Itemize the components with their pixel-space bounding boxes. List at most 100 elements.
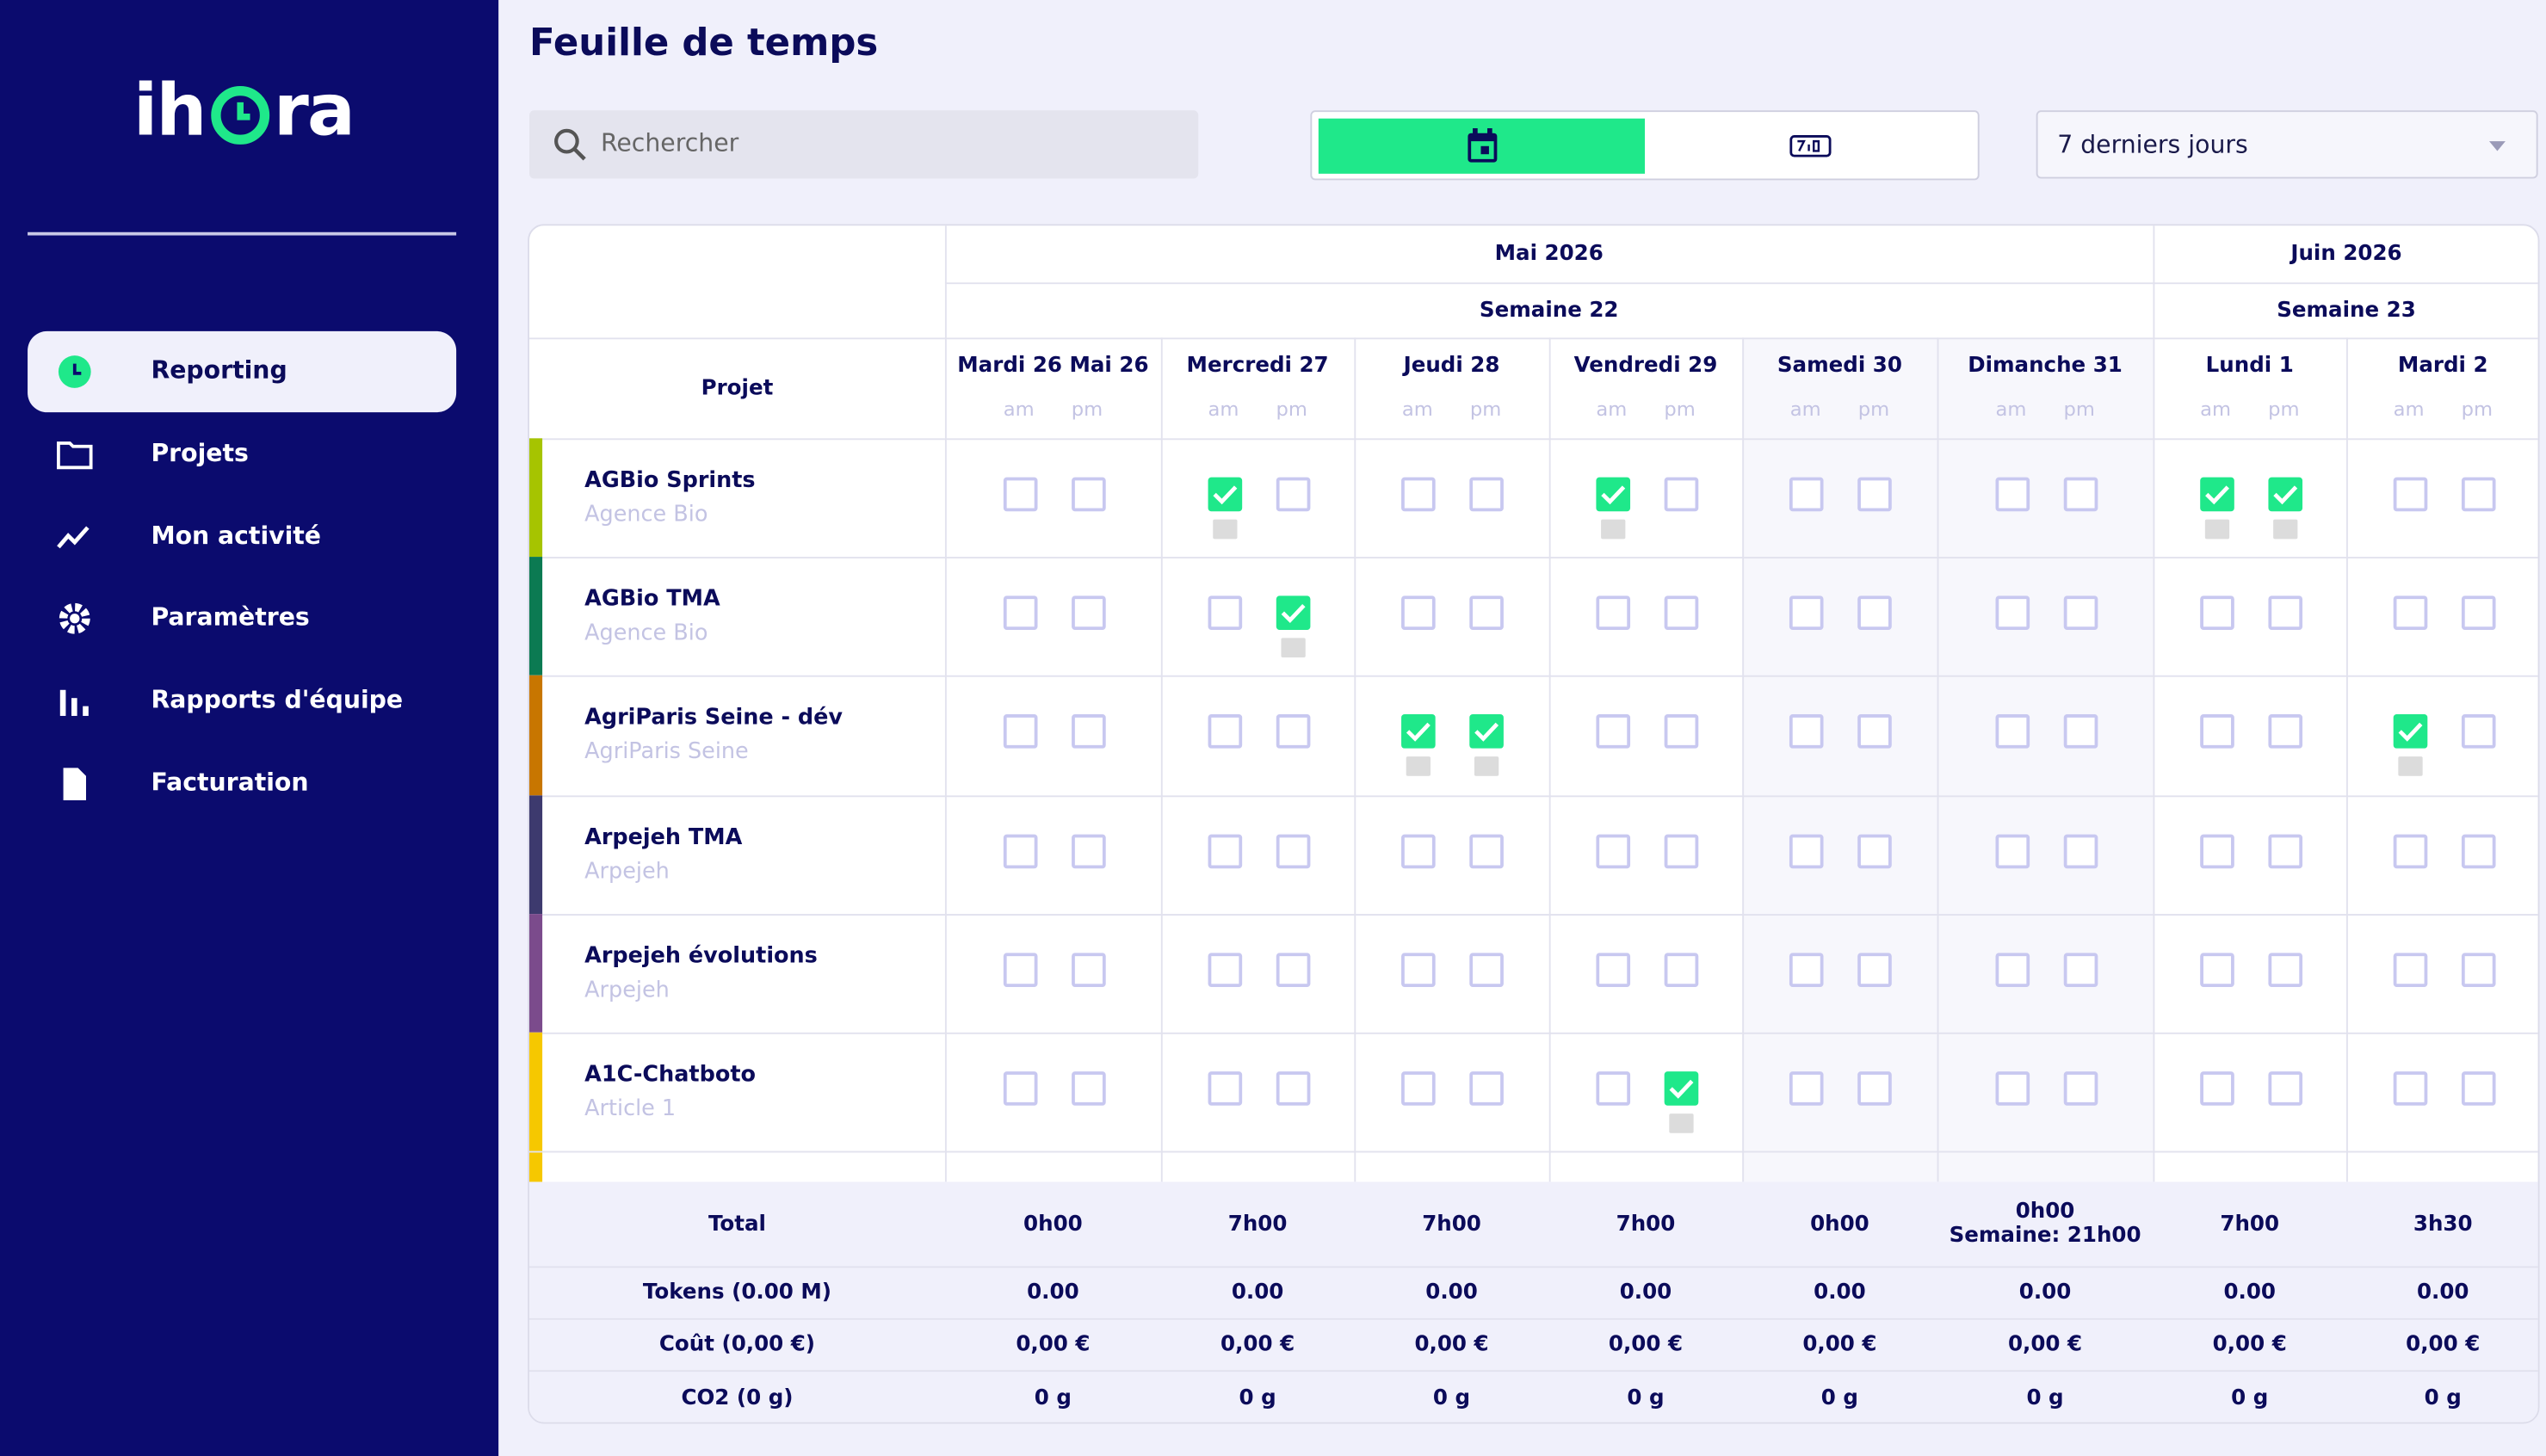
checkbox[interactable] xyxy=(1469,833,1504,868)
checkbox[interactable] xyxy=(1002,1071,1037,1106)
checkbox[interactable] xyxy=(2199,833,2234,868)
checkbox[interactable] xyxy=(1275,477,1310,512)
nav-item[interactable]: Mon activité xyxy=(28,497,456,577)
checkbox[interactable] xyxy=(1207,1071,1242,1106)
comment-icon[interactable] xyxy=(2397,756,2422,777)
checkbox[interactable] xyxy=(1469,714,1504,750)
checkbox[interactable] xyxy=(2392,477,2427,512)
checkbox[interactable] xyxy=(2199,952,2234,987)
checkbox[interactable] xyxy=(2062,1071,2098,1106)
checkbox[interactable] xyxy=(1994,1071,2030,1106)
comment-icon[interactable] xyxy=(2272,519,2297,540)
checkbox[interactable] xyxy=(2199,595,2234,631)
checkbox[interactable] xyxy=(1595,952,1630,987)
checkbox[interactable] xyxy=(1595,714,1630,750)
checkbox[interactable] xyxy=(1857,477,1892,512)
checkbox[interactable] xyxy=(1275,833,1310,868)
checkbox[interactable] xyxy=(2062,833,2098,868)
checkbox[interactable] xyxy=(1275,1071,1310,1106)
checkbox[interactable] xyxy=(1663,714,1698,750)
checkbox[interactable] xyxy=(1401,1071,1436,1106)
checkbox[interactable] xyxy=(1002,477,1037,512)
nav-item[interactable]: Paramètres xyxy=(28,578,456,659)
checkbox[interactable] xyxy=(2460,952,2495,987)
checkbox[interactable] xyxy=(1469,952,1504,987)
checkbox[interactable] xyxy=(1857,833,1892,868)
period-select[interactable]: 7 derniers jours xyxy=(2036,110,2538,179)
checkbox[interactable] xyxy=(1401,952,1436,987)
search-box[interactable]: Rechercher xyxy=(528,110,1199,179)
comment-icon[interactable] xyxy=(1668,1114,1693,1133)
checkbox[interactable] xyxy=(1789,1071,1824,1106)
checkbox[interactable] xyxy=(1663,1071,1698,1106)
checkbox[interactable] xyxy=(2460,714,2495,750)
checkbox[interactable] xyxy=(1789,952,1824,987)
checkbox[interactable] xyxy=(2199,477,2234,512)
checkbox[interactable] xyxy=(1002,833,1037,868)
nav-item[interactable]: Rapports d'équipe xyxy=(28,661,456,742)
comment-icon[interactable] xyxy=(1600,519,1625,540)
comment-icon[interactable] xyxy=(1474,756,1499,777)
checkbox[interactable] xyxy=(1071,714,1105,750)
checkbox[interactable] xyxy=(1857,952,1892,987)
checkbox[interactable] xyxy=(1663,952,1698,987)
checkbox[interactable] xyxy=(2062,595,2098,631)
checkbox[interactable] xyxy=(2199,714,2234,750)
checkbox[interactable] xyxy=(2392,952,2427,987)
checkbox[interactable] xyxy=(2460,833,2495,868)
nav-item[interactable]: Facturation xyxy=(28,743,456,824)
checkbox[interactable] xyxy=(1071,595,1105,631)
checkbox[interactable] xyxy=(1002,714,1037,750)
checkbox[interactable] xyxy=(1275,595,1310,631)
checkbox[interactable] xyxy=(2062,952,2098,987)
checkbox[interactable] xyxy=(1207,714,1242,750)
checkbox[interactable] xyxy=(1663,833,1698,868)
comment-icon[interactable] xyxy=(1406,756,1431,777)
checkbox[interactable] xyxy=(2267,714,2302,750)
checkbox[interactable] xyxy=(2460,595,2495,631)
checkbox[interactable] xyxy=(1994,952,2030,987)
checkbox[interactable] xyxy=(1857,1071,1892,1106)
checkbox[interactable] xyxy=(1275,952,1310,987)
checkbox[interactable] xyxy=(1401,833,1436,868)
checkbox[interactable] xyxy=(2392,833,2427,868)
checkbox[interactable] xyxy=(1071,1071,1105,1106)
checkbox[interactable] xyxy=(1857,714,1892,750)
checkbox[interactable] xyxy=(1401,477,1436,512)
checkbox[interactable] xyxy=(1789,595,1824,631)
checkbox[interactable] xyxy=(2062,477,2098,512)
checkbox[interactable] xyxy=(1207,477,1242,512)
checkbox[interactable] xyxy=(2267,952,2302,987)
checkbox[interactable] xyxy=(1207,595,1242,631)
checkbox[interactable] xyxy=(1469,1071,1504,1106)
checkbox[interactable] xyxy=(2267,595,2302,631)
calendar-view-button[interactable] xyxy=(1318,118,1646,174)
checkbox[interactable] xyxy=(1275,714,1310,750)
checkbox[interactable] xyxy=(1789,833,1824,868)
checkbox[interactable] xyxy=(1789,477,1824,512)
checkbox[interactable] xyxy=(1071,477,1105,512)
checkbox[interactable] xyxy=(1994,477,2030,512)
checkbox[interactable] xyxy=(1663,477,1698,512)
checkbox[interactable] xyxy=(1469,477,1504,512)
checkbox[interactable] xyxy=(1207,833,1242,868)
checkbox[interactable] xyxy=(1002,952,1037,987)
checkbox[interactable] xyxy=(1994,833,2030,868)
nav-item[interactable]: Projets xyxy=(28,414,456,495)
checkbox[interactable] xyxy=(2392,714,2427,750)
checkbox[interactable] xyxy=(1469,595,1504,631)
time-view-button[interactable] xyxy=(1647,119,1973,174)
checkbox[interactable] xyxy=(2199,1071,2234,1106)
checkbox[interactable] xyxy=(1595,1071,1630,1106)
checkbox[interactable] xyxy=(1994,595,2030,631)
comment-icon[interactable] xyxy=(1280,638,1305,658)
checkbox[interactable] xyxy=(2267,833,2302,868)
checkbox[interactable] xyxy=(2267,477,2302,512)
checkbox[interactable] xyxy=(2392,1071,2427,1106)
checkbox[interactable] xyxy=(2460,1071,2495,1106)
comment-icon[interactable] xyxy=(1212,519,1237,540)
checkbox[interactable] xyxy=(1071,833,1105,868)
checkbox[interactable] xyxy=(2062,714,2098,750)
checkbox[interactable] xyxy=(1595,833,1630,868)
checkbox[interactable] xyxy=(2267,1071,2302,1106)
